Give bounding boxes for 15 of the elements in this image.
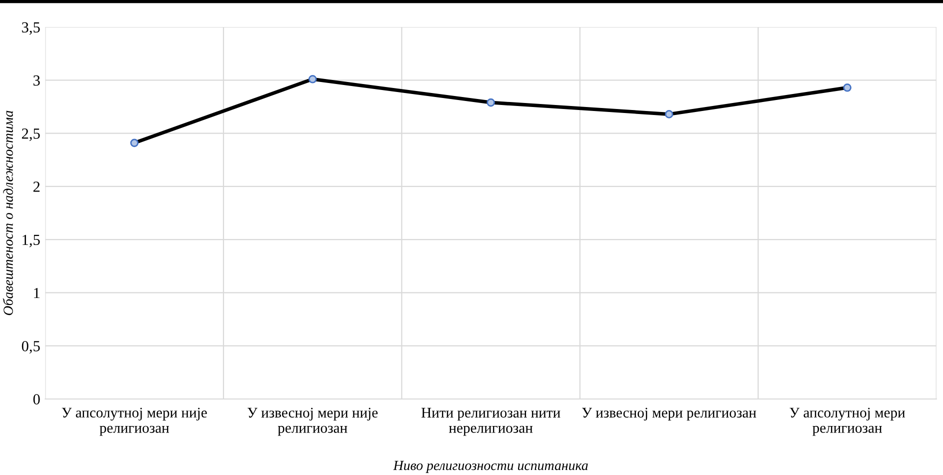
x-tick-label: У апсолутној мери религиозан xyxy=(790,408,906,436)
x-tick-label: У апсолутној мери није религиозан xyxy=(62,408,207,436)
x-tick-label: У извесној мери религиозан xyxy=(582,408,756,421)
y-tick-label: 3,5 xyxy=(22,22,40,35)
y-axis-title: Обавештеност о надлежностима xyxy=(2,110,13,316)
y-tick-label: 0,5 xyxy=(22,341,40,354)
x-axis-title: Ниво религиозности испитаника xyxy=(393,460,588,473)
y-tick-label: 2,5 xyxy=(22,128,40,141)
y-tick-label: 1,5 xyxy=(22,234,40,248)
x-tick-label: У извесној мери није религиозан xyxy=(248,408,378,436)
x-tick-label: Нити религиозан нити нерелигиозан xyxy=(421,408,560,436)
y-tick-label: 2 xyxy=(33,182,40,192)
y-tick-label: 1 xyxy=(34,288,40,298)
y-tick-label: 3 xyxy=(33,75,40,86)
y-tick-label: 0 xyxy=(33,394,40,404)
